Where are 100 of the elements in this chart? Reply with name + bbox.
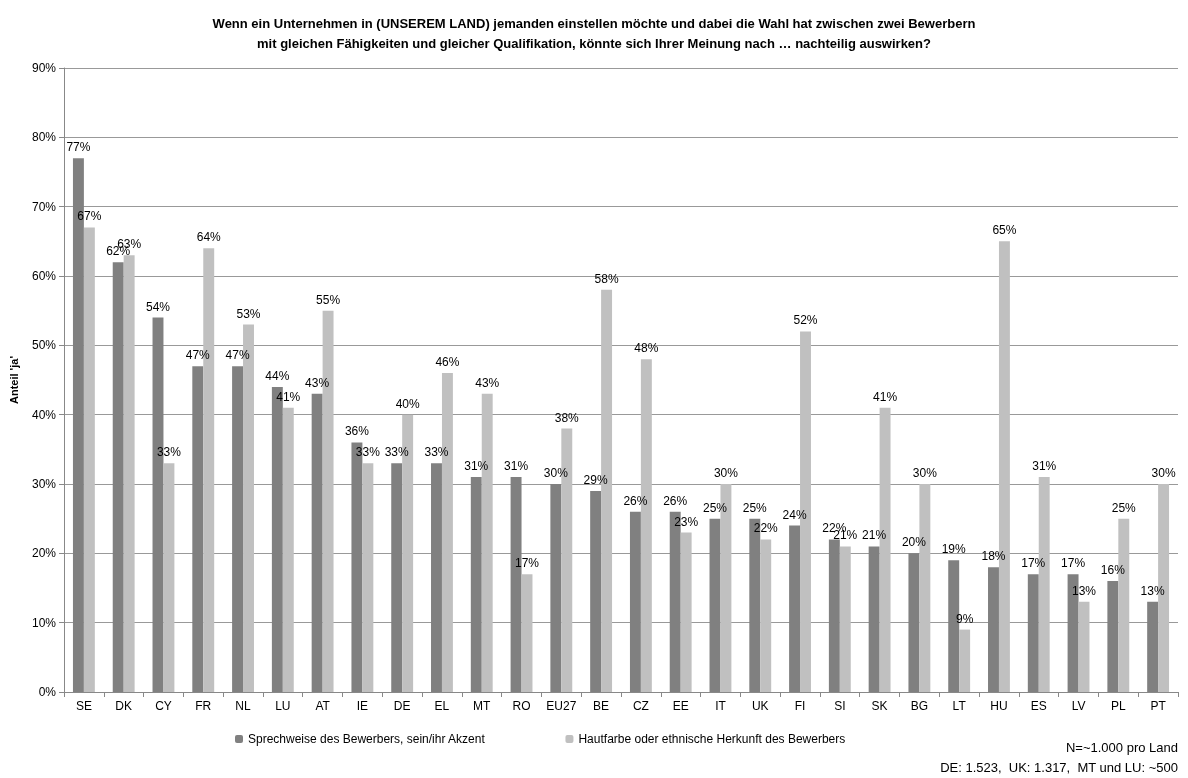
data-label: 17% <box>1061 556 1086 571</box>
data-label: 44% <box>265 368 290 383</box>
data-label: 55% <box>316 292 341 307</box>
x-tick-label: IE <box>356 699 369 713</box>
x-tick-label: BE <box>593 699 610 713</box>
data-label: 33% <box>156 445 182 460</box>
data-label: 67% <box>77 209 102 224</box>
data-label: 46% <box>435 355 460 370</box>
x-tick-label: AT <box>315 699 331 713</box>
x-tick-label: PT <box>1150 699 1167 713</box>
x-tick-label: HU <box>990 699 1008 713</box>
data-label: 33% <box>355 445 381 460</box>
data-label: 25% <box>702 500 728 515</box>
x-tick-label: LU <box>275 699 291 713</box>
y-axis-title: Anteil 'ja' <box>7 355 20 405</box>
bar <box>1078 601 1090 692</box>
y-tick-label: 20% <box>31 546 57 561</box>
data-label: 58% <box>594 271 619 286</box>
data-label: 25% <box>742 500 768 515</box>
x-tick-label: SK <box>871 699 888 713</box>
x-tick-label: DE <box>393 699 411 713</box>
data-label: 40% <box>395 396 420 411</box>
bar <box>521 574 533 692</box>
data-label: 30% <box>713 466 739 480</box>
x-tick-label: ES <box>1030 699 1047 713</box>
data-label: 47% <box>185 348 211 363</box>
data-label: 36% <box>344 424 370 439</box>
data-label: 33% <box>424 445 449 460</box>
data-label: 30% <box>1151 466 1176 480</box>
bar <box>83 227 95 692</box>
data-label: 17% <box>1021 556 1046 571</box>
data-label: 9% <box>955 611 974 626</box>
legend-label: Sprechweise des Bewerbers, sein/ihr Akzent <box>248 732 486 746</box>
y-tick-label: 10% <box>31 615 57 630</box>
x-tick-label: BG <box>910 699 929 713</box>
x-tick-label: NL <box>235 699 252 713</box>
data-label: 19% <box>941 542 967 557</box>
data-label: 48% <box>634 341 659 356</box>
text: DE: 1.523, UK: 1.317, MT und LU: ~500 <box>940 760 1178 775</box>
data-label: 52% <box>793 313 818 328</box>
x-tick-label: SE <box>75 699 92 713</box>
bar <box>282 407 294 692</box>
x-tick-label: RO <box>512 699 531 713</box>
data-label: 41% <box>873 389 898 404</box>
legend-label: Hautfarbe oder ethnische Herkunft des Bewerbers <box>578 732 846 746</box>
y-tick-label: 90% <box>31 61 57 75</box>
y-tick-label: 40% <box>31 407 57 422</box>
y-tick-label: 50% <box>31 338 57 353</box>
data-label: 77% <box>66 140 91 155</box>
x-tick-label: LT <box>952 699 967 713</box>
x-tick-label: EE <box>672 699 689 713</box>
data-label: 31% <box>464 459 489 474</box>
text: N=~1.000 pro Land <box>1065 740 1178 755</box>
data-label: 20% <box>901 535 927 550</box>
x-tick-label: CZ <box>632 699 649 713</box>
data-label: 25% <box>1111 500 1137 515</box>
data-label: 47% <box>225 348 250 363</box>
x-tick-label: CY <box>155 699 172 713</box>
data-label: 24% <box>782 507 807 522</box>
data-label: 18% <box>981 549 1006 564</box>
data-label: 30% <box>912 466 938 480</box>
y-tick-label: 70% <box>31 199 57 214</box>
y-tick-label: 80% <box>31 130 57 145</box>
y-tick-label: 60% <box>31 269 57 283</box>
x-tick-label: FR <box>195 699 212 713</box>
bar <box>163 463 175 692</box>
x-tick-label: MT <box>473 699 492 713</box>
data-label: 54% <box>145 299 171 314</box>
bar <box>760 539 772 692</box>
data-label: 43% <box>475 375 500 390</box>
data-label: 23% <box>674 514 699 529</box>
data-label: 13% <box>1071 583 1097 598</box>
data-label: 43% <box>305 375 330 390</box>
data-label: 31% <box>1032 459 1057 474</box>
y-tick-label: 0% <box>38 685 57 699</box>
data-label: 26% <box>663 493 688 508</box>
x-tick-label: EL <box>434 699 450 713</box>
x-tick-label: EU27 <box>546 699 577 713</box>
chart-title: Wenn ein Unternehmen in (UNSEREM LAND) jemanden einstellen möchte und dabei die Wahl hat zwischen zwei Bewerbern mit gleichen Fähigkeiten und gleicher Qualifikation, könnte sich Ihrer Meinung nach … nachteilig auswirken? <box>212 15 976 51</box>
data-label: 65% <box>992 223 1017 238</box>
bar <box>362 463 374 692</box>
x-tick-label: FI <box>794 699 806 713</box>
bar <box>123 255 135 692</box>
data-label: 13% <box>1140 583 1165 598</box>
data-label: 33% <box>384 445 410 460</box>
data-label: 16% <box>1100 563 1126 578</box>
data-label: 38% <box>554 410 580 425</box>
data-label: 53% <box>236 306 261 321</box>
bar <box>839 546 851 692</box>
x-tick-label: LV <box>1071 699 1086 713</box>
data-label: 17% <box>514 556 540 571</box>
data-label: 21% <box>862 528 887 543</box>
data-label: 26% <box>623 493 648 508</box>
data-label: 29% <box>583 472 608 487</box>
x-tick-label: IT <box>715 699 727 713</box>
y-tick-label: 30% <box>31 477 57 491</box>
bar <box>959 629 971 692</box>
x-tick-label: DK <box>115 699 133 713</box>
data-label: 41% <box>276 389 301 404</box>
x-tick-label: PL <box>1110 699 1126 713</box>
